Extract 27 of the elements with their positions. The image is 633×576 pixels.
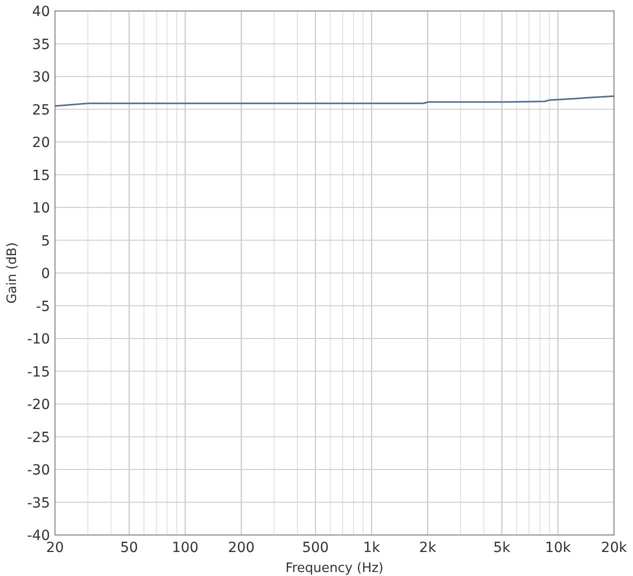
- y-tick-label: 35: [32, 36, 50, 53]
- x-tick-label: 20k: [601, 540, 628, 556]
- x-tick-label: 50: [120, 540, 138, 556]
- x-tick-label: 5k: [493, 540, 512, 556]
- x-tick-label: 10k: [544, 540, 572, 556]
- x-tick-label: 100: [172, 540, 199, 556]
- y-tick-label: -15: [27, 364, 50, 380]
- y-tick-label: 15: [32, 168, 50, 184]
- y-tick-label: 0: [41, 266, 50, 282]
- y-tick-label: -5: [36, 298, 50, 315]
- y-tick-label: -25: [27, 430, 50, 446]
- y-tick-label: -20: [27, 397, 50, 413]
- y-axis-title: Gain (dB): [5, 242, 20, 304]
- y-tick-label: 10: [32, 200, 50, 216]
- y-tick-label: 5: [41, 233, 50, 250]
- y-tick-label: -35: [27, 495, 50, 512]
- y-tick-label: 40: [32, 4, 50, 20]
- x-tick-label: 1k: [363, 540, 381, 556]
- y-tick-label: 25: [32, 102, 50, 118]
- x-tick-label: 200: [228, 540, 255, 556]
- y-tick-label: -30: [27, 462, 50, 478]
- x-tick-label: 500: [302, 540, 329, 556]
- y-tick-label: 20: [32, 135, 50, 151]
- y-tick-label: -10: [27, 332, 50, 348]
- x-axis-title: Frequency (Hz): [285, 561, 384, 576]
- x-tick-label: 2k: [419, 540, 438, 556]
- y-tick-label: 30: [32, 70, 50, 86]
